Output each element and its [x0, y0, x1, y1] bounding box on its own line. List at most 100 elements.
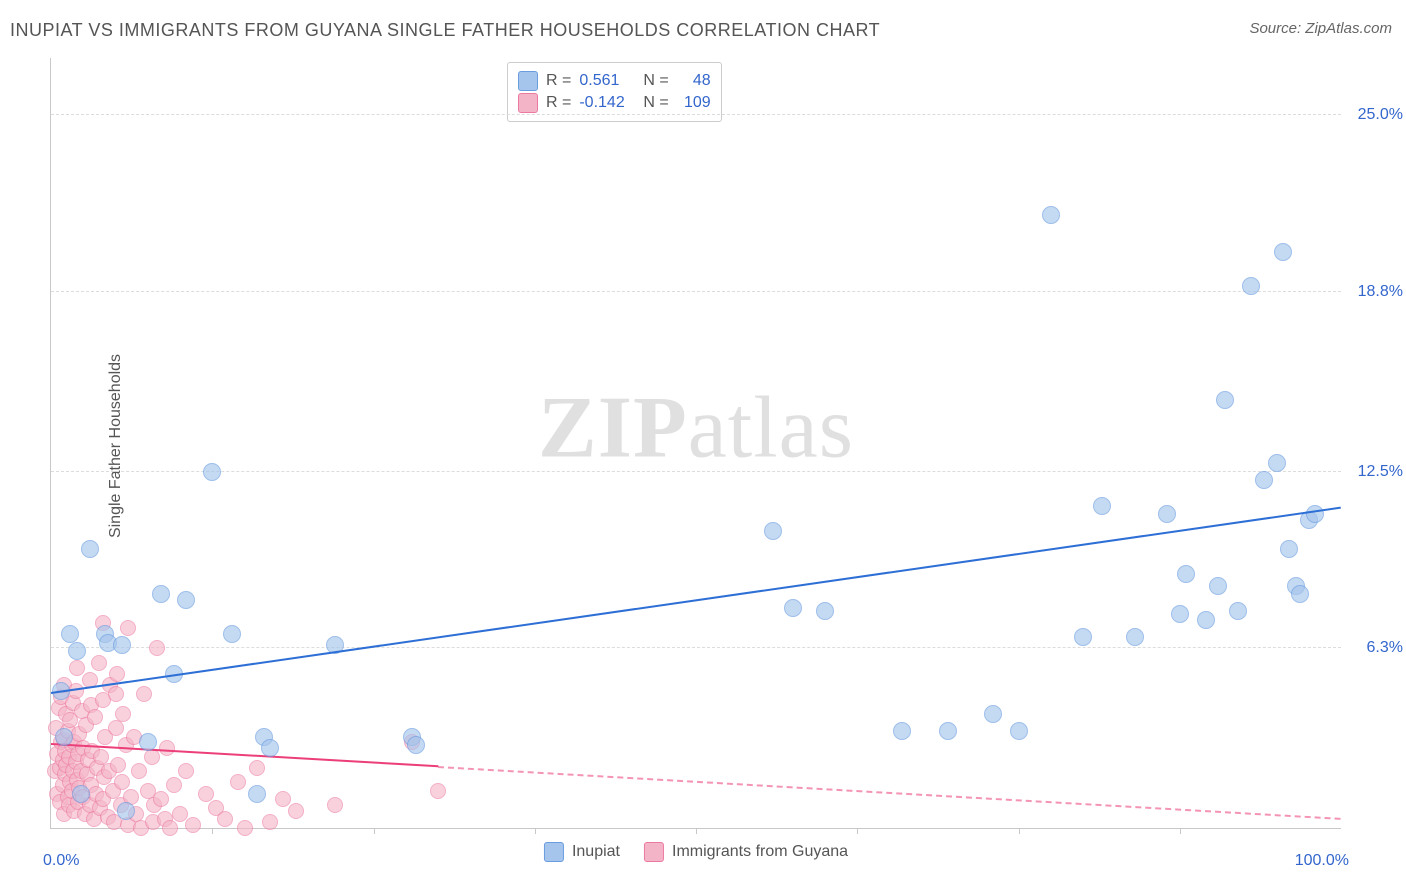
legend-swatch — [518, 71, 538, 91]
data-point — [1171, 605, 1189, 623]
x-tick-max: 100.0% — [1295, 852, 1349, 870]
data-point — [407, 736, 425, 754]
data-point — [139, 733, 157, 751]
legend-n-value: 109 — [677, 94, 711, 112]
data-point — [61, 625, 79, 643]
data-point — [115, 706, 131, 722]
data-point — [81, 540, 99, 558]
data-point — [1280, 540, 1298, 558]
x-tick-mark — [857, 828, 858, 834]
data-point — [288, 803, 304, 819]
data-point — [262, 814, 278, 830]
x-tick-min: 0.0% — [43, 852, 79, 870]
data-point — [1042, 206, 1060, 224]
series-legend-item: Inupiat — [544, 842, 620, 862]
chart-root: INUPIAT VS IMMIGRANTS FROM GUYANA SINGLE… — [0, 0, 1406, 892]
y-tick-label: 25.0% — [1347, 106, 1403, 124]
data-point — [108, 686, 124, 702]
data-point — [1209, 577, 1227, 595]
regression-line — [438, 766, 1341, 820]
legend-r-value: 0.561 — [579, 72, 635, 90]
data-point — [153, 791, 169, 807]
data-point — [1216, 391, 1234, 409]
data-point — [1255, 471, 1273, 489]
data-point — [784, 599, 802, 617]
legend-n-value: 48 — [677, 72, 711, 90]
data-point — [120, 620, 136, 636]
y-gridline — [51, 647, 1341, 648]
data-point — [893, 722, 911, 740]
data-point — [1197, 611, 1215, 629]
data-point — [261, 739, 279, 757]
data-point — [55, 728, 73, 746]
data-point — [166, 777, 182, 793]
data-point — [110, 757, 126, 773]
data-point — [131, 763, 147, 779]
data-point — [1274, 243, 1292, 261]
data-point — [203, 463, 221, 481]
series-legend-item: Immigrants from Guyana — [644, 842, 848, 862]
y-tick-label: 6.3% — [1347, 639, 1403, 657]
data-point — [91, 655, 107, 671]
data-point — [230, 774, 246, 790]
legend-row: R =0.561N =48 — [518, 71, 711, 91]
data-point — [1242, 277, 1260, 295]
data-point — [1229, 602, 1247, 620]
y-tick-label: 12.5% — [1347, 463, 1403, 481]
data-point — [1158, 505, 1176, 523]
watermark-zip: ZIP — [538, 379, 688, 476]
data-point — [68, 642, 86, 660]
data-point — [327, 797, 343, 813]
data-point — [1291, 585, 1309, 603]
data-point — [149, 640, 165, 656]
watermark-atlas: atlas — [688, 379, 854, 476]
legend-row: R = -0.142 N = 109 — [518, 93, 711, 113]
legend-swatch — [518, 93, 538, 113]
data-point — [159, 740, 175, 756]
data-point — [152, 585, 170, 603]
y-gridline — [51, 471, 1341, 472]
data-point — [113, 636, 131, 654]
x-tick-mark — [212, 828, 213, 834]
x-tick-mark — [535, 828, 536, 834]
data-point — [249, 760, 265, 776]
data-point — [117, 802, 135, 820]
data-point — [178, 763, 194, 779]
data-point — [1074, 628, 1092, 646]
y-gridline — [51, 291, 1341, 292]
data-point — [764, 522, 782, 540]
y-tick-label: 18.8% — [1347, 283, 1403, 301]
legend-swatch — [544, 842, 564, 862]
x-tick-mark — [374, 828, 375, 834]
legend-r-label: R = — [546, 94, 571, 112]
legend-n-label: N = — [643, 72, 668, 90]
data-point — [1093, 497, 1111, 515]
data-point — [108, 720, 124, 736]
regression-line — [51, 507, 1341, 694]
data-point — [114, 774, 130, 790]
series-legend-label: Immigrants from Guyana — [672, 843, 848, 861]
data-point — [1268, 454, 1286, 472]
data-point — [185, 817, 201, 833]
data-point — [1010, 722, 1028, 740]
data-point — [136, 686, 152, 702]
data-point — [217, 811, 233, 827]
data-point — [109, 666, 125, 682]
legend-r-value: -0.142 — [579, 94, 635, 112]
legend-n-label: N = — [643, 94, 668, 112]
data-point — [984, 705, 1002, 723]
data-point — [162, 820, 178, 836]
data-point — [816, 602, 834, 620]
data-point — [237, 820, 253, 836]
data-point — [248, 785, 266, 803]
x-tick-mark — [1019, 828, 1020, 834]
data-point — [1126, 628, 1144, 646]
correlation-legend: R = 0.561 N = 48 R = -0.142 N = 109 — [507, 62, 722, 122]
watermark: ZIPatlas — [538, 377, 854, 478]
x-tick-mark — [1180, 828, 1181, 834]
series-legend: Inupiat Immigrants from Guyana — [544, 842, 848, 862]
data-point — [1306, 505, 1324, 523]
data-point — [1177, 565, 1195, 583]
chart-title: INUPIAT VS IMMIGRANTS FROM GUYANA SINGLE… — [10, 20, 880, 41]
data-point — [72, 785, 90, 803]
